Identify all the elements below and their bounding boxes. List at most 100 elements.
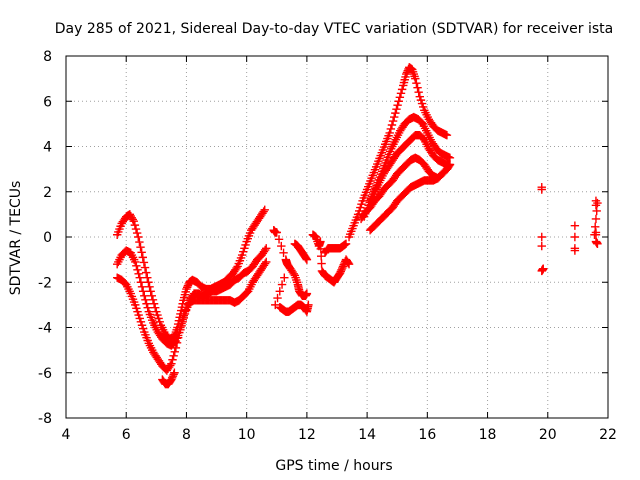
- data-point: [138, 324, 148, 333]
- data-point: [130, 220, 140, 230]
- data-points: [112, 63, 602, 389]
- data-point: [140, 291, 149, 301]
- y-tick-label: 2: [43, 185, 52, 201]
- data-point: [136, 317, 146, 327]
- data-point: [149, 299, 159, 308]
- data-point: [316, 252, 326, 261]
- series-track-4: [158, 368, 179, 389]
- data-point: [592, 206, 601, 216]
- data-point: [172, 338, 182, 347]
- data-point: [167, 359, 176, 368]
- data-point: [341, 239, 351, 248]
- data-point: [154, 314, 163, 323]
- data-point: [411, 74, 420, 83]
- data-point: [129, 216, 138, 226]
- data-point: [317, 259, 326, 268]
- data-point: [178, 315, 187, 324]
- data-point: [132, 304, 141, 313]
- x-tick-label: 14: [358, 427, 376, 443]
- data-point: [137, 248, 146, 257]
- data-point: [135, 273, 144, 282]
- x-tick-label: 8: [182, 427, 191, 443]
- data-point: [412, 78, 421, 88]
- data-point: [134, 232, 143, 242]
- data-point: [177, 319, 186, 328]
- data-point: [274, 235, 284, 244]
- data-point: [141, 268, 151, 277]
- data-point: [445, 160, 455, 169]
- x-tick-label: 4: [62, 427, 71, 443]
- data-point: [170, 347, 179, 357]
- data-point: [275, 287, 284, 296]
- data-point: [175, 328, 184, 337]
- data-point: [179, 311, 189, 320]
- data-point: [142, 299, 151, 308]
- data-point: [133, 307, 142, 316]
- data-point: [593, 239, 602, 248]
- data-point: [169, 351, 178, 360]
- data-point: [417, 99, 427, 108]
- axis-ticks: [65, 55, 609, 419]
- data-point: [132, 261, 141, 271]
- data-point: [151, 303, 160, 312]
- data-point: [240, 244, 249, 253]
- data-point: [237, 250, 247, 260]
- y-tick-label: 8: [43, 49, 52, 65]
- x-axis-label: GPS time / hours: [275, 458, 392, 474]
- data-point: [271, 300, 280, 310]
- data-point: [135, 314, 144, 323]
- data-point: [138, 287, 148, 296]
- data-point: [390, 112, 399, 122]
- data-point: [136, 242, 145, 252]
- data-point: [570, 221, 580, 230]
- data-point: [591, 222, 600, 232]
- data-point: [152, 307, 161, 316]
- y-tick-label: -2: [38, 275, 52, 291]
- data-point: [146, 287, 155, 296]
- data-point: [168, 355, 177, 364]
- data-point: [304, 300, 313, 310]
- data-point: [394, 97, 403, 106]
- data-point: [141, 295, 150, 304]
- data-point: [413, 83, 422, 92]
- data-point: [356, 203, 365, 212]
- x-tick-label: 10: [238, 427, 256, 443]
- data-point: [277, 280, 287, 289]
- x-tick-label: 6: [122, 427, 131, 443]
- data-point: [260, 205, 269, 215]
- data-point: [136, 278, 146, 287]
- data-point: [140, 263, 150, 272]
- data-point: [344, 259, 354, 269]
- x-tick-label: 20: [539, 427, 557, 443]
- series-track-12: [537, 183, 602, 276]
- data-point: [131, 300, 140, 310]
- data-point: [415, 92, 425, 101]
- data-point: [170, 368, 179, 377]
- data-point: [414, 88, 423, 97]
- data-point: [239, 247, 248, 256]
- data-point: [137, 321, 147, 330]
- data-point: [131, 224, 141, 234]
- y-tick-label: 6: [43, 94, 52, 110]
- tick-labels: 4 6 8 10 12 14 16 18 20 22 -8 -6 -4 -2 0 2 4 6 8: [38, 49, 617, 443]
- chart-title: Day 285 of 2021, Sidereal Day-to-day VTE…: [55, 21, 613, 37]
- data-point: [279, 248, 288, 258]
- data-point: [387, 120, 397, 130]
- data-point: [301, 254, 311, 263]
- data-point: [385, 128, 394, 138]
- series-track-6: [308, 230, 354, 287]
- data-point: [388, 116, 398, 126]
- data-point: [131, 257, 140, 267]
- data-point: [391, 108, 400, 118]
- data-point: [316, 237, 325, 246]
- data-point: [132, 228, 142, 238]
- data-point: [593, 198, 602, 208]
- y-tick-label: -8: [38, 411, 52, 427]
- data-point: [133, 265, 142, 275]
- data-point: [139, 258, 149, 267]
- data-point: [344, 258, 353, 268]
- data-point: [442, 164, 452, 174]
- data-point: [280, 273, 289, 282]
- data-point: [134, 310, 143, 320]
- data-point: [302, 289, 312, 298]
